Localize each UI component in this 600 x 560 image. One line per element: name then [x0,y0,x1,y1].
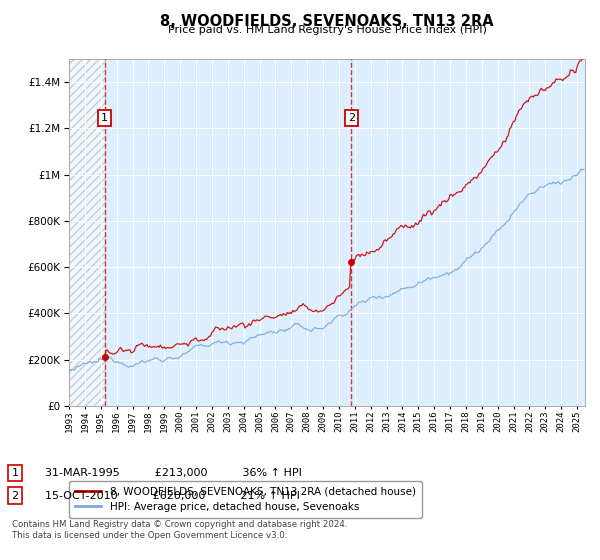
Legend: 8, WOODFIELDS, SEVENOAKS, TN13 2RA (detached house), HPI: Average price, detache: 8, WOODFIELDS, SEVENOAKS, TN13 2RA (deta… [69,480,422,519]
Text: 1: 1 [101,113,108,123]
Bar [69,59,105,406]
Text: Price paid vs. HM Land Registry's House Price Index (HPI): Price paid vs. HM Land Registry's House … [167,25,487,35]
Text: 2: 2 [348,113,355,123]
Text: 2: 2 [11,491,19,501]
Text: Contains HM Land Registry data © Crown copyright and database right 2024.: Contains HM Land Registry data © Crown c… [12,520,347,529]
Text: 31-MAR-1995          £213,000          36% ↑ HPI: 31-MAR-1995 £213,000 36% ↑ HPI [45,468,302,478]
Text: 15-OCT-2010          £620,000          21% ↑ HPI: 15-OCT-2010 £620,000 21% ↑ HPI [45,491,300,501]
Text: 8, WOODFIELDS, SEVENOAKS, TN13 2RA: 8, WOODFIELDS, SEVENOAKS, TN13 2RA [160,14,494,29]
Text: This data is licensed under the Open Government Licence v3.0.: This data is licensed under the Open Gov… [12,531,287,540]
Text: 1: 1 [11,468,19,478]
